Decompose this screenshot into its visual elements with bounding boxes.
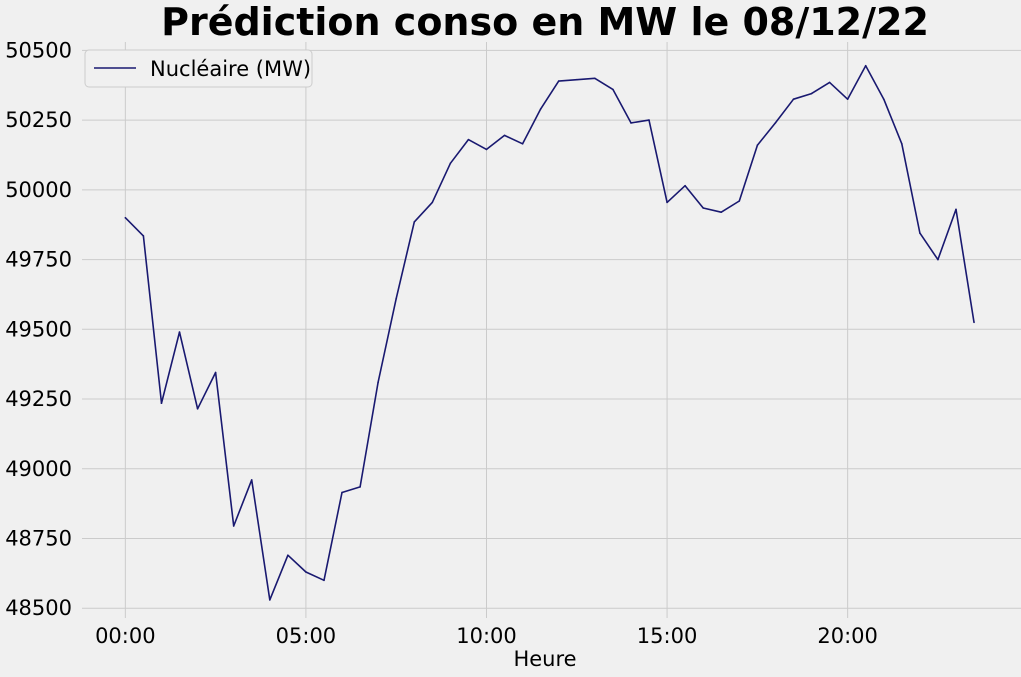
data-point [359, 486, 361, 488]
data-point [846, 98, 849, 100]
x-tick-label: 20:00 [817, 624, 878, 648]
data-point [919, 232, 921, 234]
data-point [828, 81, 831, 84]
data-point [720, 211, 723, 213]
legend-box [84, 49, 313, 88]
grid [82, 42, 1021, 618]
data-point [955, 208, 957, 211]
data-point [666, 201, 668, 204]
data-point [539, 108, 542, 110]
data-point [485, 148, 488, 151]
data-point [431, 201, 434, 204]
data-point [269, 599, 271, 601]
y-tick-label: 49750 [5, 248, 72, 272]
data-point [594, 77, 596, 80]
series-line [124, 64, 975, 601]
data-point [250, 479, 253, 481]
data-point [575, 78, 578, 81]
x-tick-label: 00:00 [95, 624, 156, 648]
y-tick-label: 49500 [5, 317, 72, 341]
x-tick-label: 10:00 [456, 624, 517, 648]
data-point [630, 122, 632, 124]
data-point [973, 321, 975, 324]
y-tick-label: 49250 [5, 387, 72, 411]
data-point [214, 371, 217, 374]
data-point [901, 143, 903, 145]
data-point [449, 162, 452, 165]
legend-label: Nucléaire (MW) [150, 57, 311, 81]
data-point [232, 525, 235, 527]
data-point [648, 119, 650, 121]
data-point [287, 554, 289, 557]
data-point [864, 64, 867, 67]
data-point [142, 235, 145, 237]
y-tick-label: 48500 [5, 596, 72, 620]
data-point [756, 144, 759, 147]
x-tick-label: 15:00 [637, 624, 698, 648]
data-point [702, 207, 704, 209]
data-point [341, 491, 343, 494]
x-tick-label: 05:00 [276, 624, 337, 648]
data-point [160, 402, 163, 405]
data-point [196, 407, 199, 410]
data-point [178, 331, 181, 333]
y-tick-label: 48750 [5, 527, 72, 551]
data-point [792, 98, 795, 100]
data-point [467, 138, 470, 141]
series-group [124, 64, 975, 601]
data-point [774, 122, 777, 124]
data-point [937, 258, 939, 261]
data-point [810, 92, 813, 95]
data-point [124, 216, 127, 219]
legend: Nucléaire (MW) [84, 49, 313, 88]
y-tick-label: 50500 [5, 38, 72, 62]
data-point [305, 571, 307, 573]
data-point [377, 381, 379, 384]
y-tick-label: 50000 [5, 178, 72, 202]
y-tick-label: 49000 [5, 457, 72, 481]
data-point [882, 98, 885, 100]
chart-title: Prédiction conso en MW le 08/12/22 [161, 0, 929, 44]
y-axis-ticks: 48500 48750 49000 49250 49500 49750 50000 50250… [5, 38, 72, 620]
x-axis-label: Heure [513, 647, 576, 671]
data-point [395, 297, 398, 300]
data-point [557, 80, 560, 82]
data-point [738, 200, 741, 202]
data-point [413, 221, 416, 223]
y-tick-label: 50250 [5, 108, 72, 132]
x-axis-ticks: 00:00 05:00 10:00 15:00 20:00 [95, 624, 878, 648]
data-point [503, 134, 506, 137]
data-point [521, 143, 524, 145]
data-point [612, 88, 614, 91]
data-point [684, 184, 686, 187]
data-point [323, 579, 325, 582]
